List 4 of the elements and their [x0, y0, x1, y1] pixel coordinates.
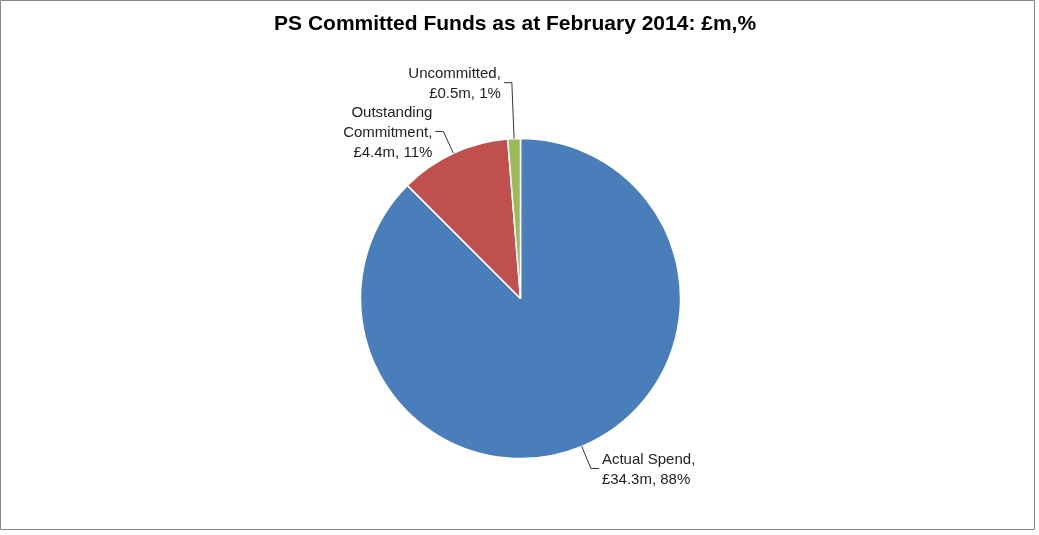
slice-label: Actual Spend, £34.3m, 88% [601, 450, 696, 487]
slice-label: Outstanding Commitment, £4.4m, 11% [343, 103, 433, 160]
chart-title: PS Committed Funds as at February 2014: £m,% [274, 11, 757, 34]
slice-label: Uncommitted, £0.5m, 1% [408, 64, 501, 101]
